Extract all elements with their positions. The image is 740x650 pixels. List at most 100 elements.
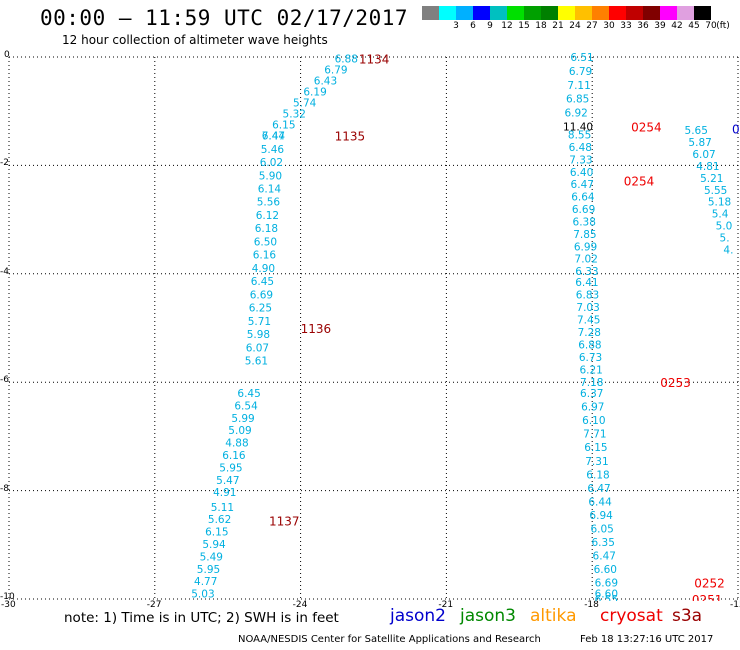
swh-value: 6.16 <box>222 450 246 462</box>
swh-value: 6.97 <box>581 402 604 414</box>
swh-value: 5.0 <box>716 221 733 233</box>
swh-value: 6.47 <box>593 551 616 563</box>
pass-label: 1135 <box>335 130 366 144</box>
swh-value: 6.07 <box>692 149 715 161</box>
swh-value: 6.10 <box>582 415 605 427</box>
color-swatch <box>490 6 507 20</box>
y-tick-label: -2 <box>0 158 9 169</box>
swh-value: 5.46 <box>261 144 285 156</box>
swh-value: 6.43 <box>314 76 337 88</box>
swh-value: 5. <box>720 232 730 244</box>
color-swatch <box>575 6 592 20</box>
swh-value: 6.41 <box>575 277 598 289</box>
color-scale-label: 45 <box>688 21 700 31</box>
swh-value: 6.15 <box>205 527 228 539</box>
y-tick-label: -8 <box>0 483 9 494</box>
pass-label: 0252 <box>694 577 725 591</box>
credit-line: NOAA/NESDIS Center for Satellite Applica… <box>238 634 541 645</box>
color-scale-label: 21 <box>552 21 564 31</box>
swh-value: 7.47 <box>262 131 285 143</box>
swh-value: 6.60 <box>594 564 617 576</box>
pass-label: 1134 <box>359 53 390 67</box>
swh-value: 7.03 <box>576 302 599 314</box>
swh-value: 5.03 <box>191 589 214 601</box>
swh-value: 5.18 <box>708 197 731 209</box>
color-swatch <box>422 6 439 20</box>
swh-value: 5.62 <box>208 514 231 526</box>
color-scale-label: 15 <box>518 21 530 31</box>
swh-value: 7.85 <box>573 229 596 241</box>
color-swatch <box>660 6 677 20</box>
swh-value: 6.94 <box>589 510 613 522</box>
legend-item-cryosat: cryosat <box>600 606 663 626</box>
color-scale-label: 39 <box>654 21 666 31</box>
swh-value: 6.47 <box>571 179 594 191</box>
swh-value: 7.02 <box>575 254 598 266</box>
swh-value: 6.55 <box>595 594 618 606</box>
pass-label: 0254 <box>624 175 655 189</box>
legend-item-jason2: jason2 <box>390 606 446 626</box>
swh-value: 6.79 <box>569 66 592 78</box>
swh-value: 7.18 <box>580 377 603 389</box>
color-scale-label: 6 <box>470 21 476 31</box>
swh-value: 4. <box>723 244 733 256</box>
x-tick-label: -30 <box>1 600 16 610</box>
color-scale-bar <box>422 6 711 20</box>
color-scale-label: 12 <box>501 21 513 31</box>
swh-value: 4.90 <box>252 263 275 275</box>
page-subtitle: 12 hour collection of altimeter wave hei… <box>62 33 328 47</box>
color-swatch <box>541 6 558 20</box>
swh-value: 6.85 <box>566 94 589 106</box>
swh-value: 5.95 <box>219 462 242 474</box>
swh-value: 6.14 <box>258 184 282 196</box>
color-swatch <box>677 6 694 20</box>
swh-value: 4.81 <box>696 161 719 173</box>
swh-value: 6.69 <box>572 204 595 216</box>
color-scale-label: 33 <box>620 21 632 31</box>
swh-value: 5.55 <box>704 185 727 197</box>
color-swatch <box>473 6 490 20</box>
color-scale-label: 9 <box>487 21 493 31</box>
footnote: note: 1) Time is in UTC; 2) SWH is in fe… <box>64 610 339 626</box>
swh-value: 6.73 <box>579 352 602 364</box>
pass-label-partial: 0 <box>732 123 740 137</box>
color-scale-label: 18 <box>535 21 547 31</box>
swh-value: 6.18 <box>586 469 609 481</box>
swh-value: 6.02 <box>260 157 283 169</box>
swh-value: 5.87 <box>688 137 711 149</box>
swh-value: 4.91 <box>213 487 236 499</box>
swh-value: 6.48 <box>569 142 592 154</box>
swh-value: 6.54 <box>234 400 258 412</box>
swh-value: 5.65 <box>685 125 708 137</box>
swh-value: 5.94 <box>202 539 226 551</box>
y-tick-label: 0 <box>4 50 10 60</box>
swh-value: 6.07 <box>246 342 269 354</box>
swh-value: 5.90 <box>259 170 282 182</box>
swh-value: 6.69 <box>250 289 273 301</box>
swh-value: 6.60 <box>595 589 618 601</box>
swh-value: 6.05 <box>590 524 613 536</box>
swh-value: 5.11 <box>211 502 234 514</box>
color-scale-label: 3 <box>453 21 459 31</box>
swh-value: 6.88 <box>335 54 358 66</box>
swh-value: 5.09 <box>228 425 251 437</box>
swh-value: 6.16 <box>253 250 277 262</box>
color-swatch <box>558 6 575 20</box>
swh-value: 6.69 <box>595 578 618 590</box>
color-scale-label: 24 <box>569 21 581 31</box>
y-tick-label: -4 <box>0 266 9 277</box>
swh-value: 6.99 <box>574 241 597 253</box>
swh-value: 4.88 <box>225 438 248 450</box>
swh-value: 7.28 <box>578 327 601 339</box>
swh-value: 6.45 <box>251 276 274 288</box>
swh-value: 5.99 <box>231 413 254 425</box>
swh-value: 5.95 <box>197 564 220 576</box>
pass-label: 0253 <box>660 376 691 390</box>
color-swatch <box>524 6 541 20</box>
swh-value: 6.12 <box>256 210 279 222</box>
swh-value: 6.44 <box>588 496 612 508</box>
swh-value: 6.50 <box>254 236 277 248</box>
pass-label: 0251 <box>692 593 723 607</box>
swh-value: 7.31 <box>585 456 608 468</box>
swh-value: 4.77 <box>194 576 217 588</box>
